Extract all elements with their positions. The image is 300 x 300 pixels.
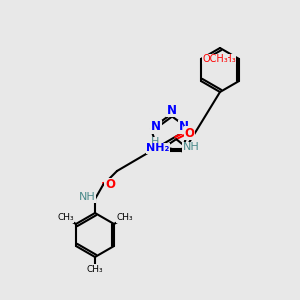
Text: NH: NH (79, 192, 95, 202)
Text: O: O (105, 178, 115, 191)
Text: N: N (179, 120, 189, 133)
Text: NH: NH (183, 142, 200, 152)
Text: CH₃: CH₃ (57, 214, 74, 223)
Text: NH₂: NH₂ (146, 143, 169, 153)
Text: CH₃: CH₃ (116, 214, 133, 223)
Text: OCH₃: OCH₃ (202, 54, 228, 64)
Text: OCH₃: OCH₃ (210, 54, 236, 64)
Text: H: H (151, 137, 159, 147)
Text: N: N (151, 120, 161, 133)
Text: CH₃: CH₃ (87, 265, 103, 274)
Text: O: O (184, 127, 194, 140)
Text: N: N (167, 103, 177, 116)
